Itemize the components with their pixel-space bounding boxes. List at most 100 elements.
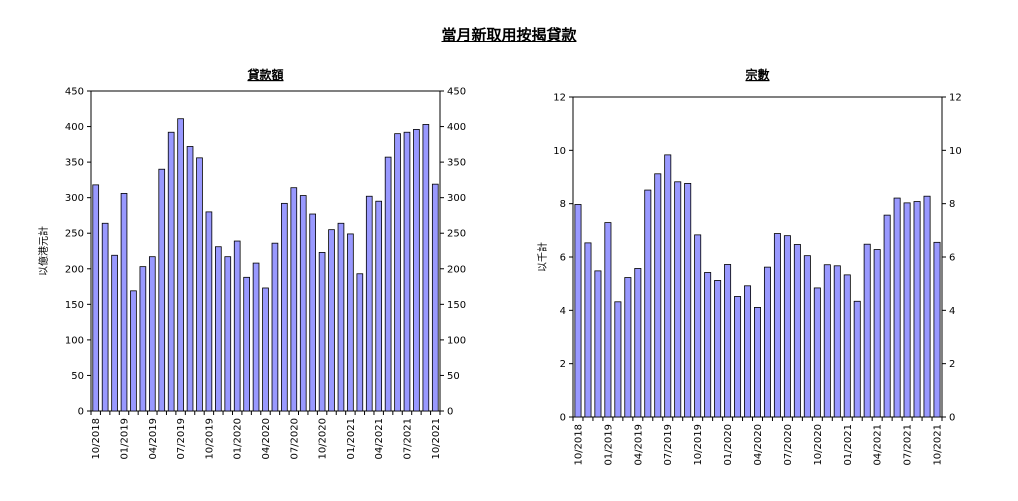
- loan-amount-y-tick-label-right: 100: [447, 335, 466, 346]
- loan-amount-bar: [177, 118, 184, 412]
- loan-amount-y-tick-label-right: 300: [447, 193, 466, 204]
- loan-amount-bar: [328, 229, 335, 412]
- case-count-y-tick-label-right: 8: [949, 199, 955, 210]
- loan-amount-bar: [215, 246, 222, 412]
- loan-amount-bar: [205, 211, 213, 412]
- case-count-bar: [773, 233, 781, 418]
- case-count-bar: [704, 272, 712, 418]
- page-title: 當月新取用按揭貸款: [441, 26, 577, 44]
- loan-amount-x-tick-label: 04/2020: [261, 418, 272, 460]
- loan-amount-bar: [120, 192, 128, 412]
- case-count-bar: [604, 222, 612, 418]
- case-count-y-tick-label-left: 4: [560, 306, 566, 317]
- loan-amount-bar: [347, 233, 354, 412]
- loan-amount-x-tick-label: 01/2020: [233, 418, 244, 460]
- case-count-x-tick-label: 07/2019: [663, 424, 674, 466]
- loan-amount-bar: [252, 262, 260, 412]
- case-count-x-tick-label: 04/2021: [873, 424, 884, 466]
- case-count-bar: [654, 173, 662, 418]
- loan-amount-bar: [130, 290, 137, 412]
- case-count-bar: [574, 204, 582, 418]
- loan-amount-bar: [243, 276, 250, 412]
- loan-amount-y-tick-label-left: 300: [65, 193, 84, 204]
- loan-amount-y-tick-label-right: 250: [447, 229, 466, 240]
- case-count-bar: [763, 266, 771, 418]
- case-count-x-tick-label: 10/2018: [573, 424, 584, 466]
- loan-amount-y-tick-label-left: 100: [65, 335, 84, 346]
- case-count-bar: [853, 300, 861, 418]
- case-count-bar: [634, 268, 642, 418]
- loan-amount-y-tick-label-left: 350: [65, 158, 84, 169]
- case-count-y-tick-label-right: 4: [949, 306, 955, 317]
- case-count-bar: [624, 277, 632, 418]
- case-count-x-tick-label: 01/2020: [723, 424, 734, 466]
- loan-amount-bar: [281, 202, 288, 412]
- loan-amount-bar: [394, 133, 401, 412]
- case-count-bar: [584, 242, 592, 418]
- case-count-bar: [754, 306, 761, 418]
- case-count-bar: [823, 264, 831, 418]
- case-count-bar: [913, 201, 921, 418]
- case-count-y-tick-label-right: 0: [949, 413, 955, 424]
- case-count-bar: [664, 154, 672, 418]
- loan-amount-bar: [384, 156, 392, 412]
- case-count-y-tick-label-left: 6: [560, 253, 566, 264]
- case-count-bar: [714, 280, 722, 418]
- case-count-x-tick-label: 10/2019: [693, 424, 704, 466]
- case-count-x-tick-label: 10/2021: [933, 424, 944, 466]
- loan-amount-y-tick-label-left: 0: [78, 407, 84, 418]
- case-count-bar: [933, 241, 941, 418]
- case-count-bar: [594, 270, 602, 418]
- case-count-bar: [734, 296, 742, 418]
- loan-amount-x-tick-label: 04/2019: [148, 418, 159, 460]
- loan-amount-bar: [139, 266, 147, 412]
- loan-amount-bar: [422, 124, 430, 412]
- case-count-title: 宗數: [745, 67, 769, 82]
- loan-amount-bar: [290, 187, 298, 412]
- loan-amount-bar: [271, 242, 279, 412]
- loan-amount-x-tick-label: 01/2019: [120, 418, 131, 460]
- loan-amount-title: 貸款額: [247, 67, 283, 82]
- loan-amount-y-tick-label-left: 200: [65, 264, 84, 275]
- loan-amount-y-tick-label-right: 350: [447, 158, 466, 169]
- case-count-y-tick-label-right: 10: [949, 146, 962, 157]
- loan-amount-bar: [148, 256, 156, 412]
- case-count-y-axis-label: 以千計: [536, 242, 549, 272]
- loan-amount-bar: [111, 254, 118, 412]
- loan-amount-bar: [309, 213, 316, 412]
- case-count-y-tick-label-left: 0: [560, 413, 566, 424]
- loan-amount-bar: [262, 287, 269, 412]
- case-count-bar: [923, 195, 931, 418]
- loan-amount-bar: [92, 184, 100, 412]
- loan-amount-x-tick-label: 10/2020: [318, 418, 329, 460]
- loan-amount-x-tick-label: 07/2021: [402, 418, 413, 460]
- loan-amount-x-tick-label: 07/2019: [176, 418, 187, 460]
- case-count-bar: [724, 264, 732, 418]
- case-count-bar: [903, 202, 911, 418]
- case-count-x-tick-label: 07/2020: [783, 424, 794, 466]
- loan-amount-y-tick-label-right: 150: [447, 300, 466, 311]
- loan-amount-bar: [375, 200, 383, 412]
- loan-amount-y-tick-label-left: 150: [65, 300, 84, 311]
- case-count-y-tick-label-left: 10: [553, 146, 566, 157]
- loan-amount-bar: [167, 131, 175, 412]
- case-count-bar: [614, 301, 622, 418]
- case-count-x-tick-label: 01/2019: [603, 424, 614, 466]
- loan-amount-y-tick-label-left: 250: [65, 229, 84, 240]
- loan-amount-y-tick-label-left: 450: [65, 87, 84, 98]
- loan-amount-x-tick-label: 07/2020: [289, 418, 300, 460]
- loan-amount-bar: [413, 128, 420, 412]
- loan-amount-y-tick-label-right: 400: [447, 122, 466, 133]
- loan-amount-bar: [365, 195, 373, 412]
- case-count-x-tick-label: 10/2020: [813, 424, 824, 466]
- loan-amount-y-axis-label: 以億港元計: [37, 226, 50, 276]
- case-count-y-tick-label-right: 6: [949, 253, 955, 264]
- case-count-bar: [813, 287, 821, 418]
- case-count-bar: [883, 214, 891, 418]
- case-count-bar: [694, 234, 702, 418]
- loan-amount-bar: [186, 146, 194, 412]
- loan-amount-y-tick-label-left: 50: [71, 371, 84, 382]
